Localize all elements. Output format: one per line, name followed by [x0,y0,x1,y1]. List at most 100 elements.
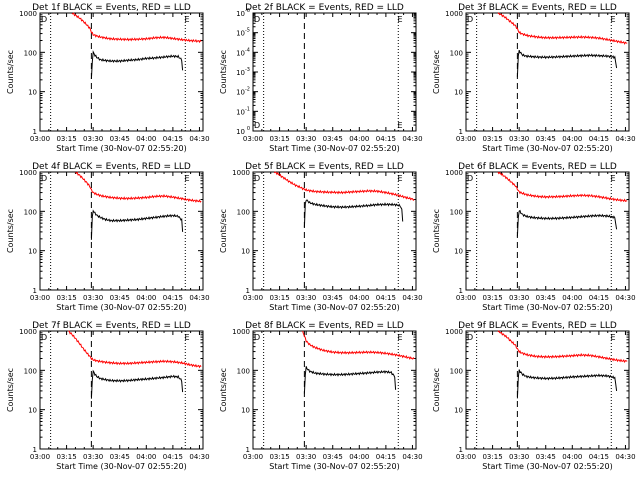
segment-marker-d: D [254,333,260,342]
x-tick-label: 04:15 [589,294,609,302]
plot-frame [39,12,204,132]
event-rate-line [90,50,184,80]
y-tick-label: 10 [28,407,37,415]
detector-panel-3: Det 3f BLACK = Events, RED = LLD Counts/s… [432,3,636,153]
segment-marker-d: D [254,174,260,183]
x-tick-label: 04:00 [562,294,582,302]
y-tick-label: 1000 [445,328,463,336]
panel-title: Det 5f BLACK = Events, RED = LLD [245,162,404,172]
x-tick-label: 03:30 [83,294,103,302]
x-tick-label: 04:30 [189,135,209,143]
y-axis-label: Counts/sec [6,50,15,94]
x-tick-label: 03:00 [456,453,476,461]
plot-frame [252,171,417,291]
y-tick-label: 100 [24,367,37,375]
y-tick-exponent: -5 [245,28,250,34]
event-rate-line [90,209,184,240]
x-tick-label: 03:00 [243,135,263,143]
y-tick-label: 100 [237,208,250,216]
x-tick-label: 03:00 [243,294,263,302]
segment-marker-d: D [467,174,473,183]
x-tick-label: 03:15 [269,294,289,302]
y-tick-label: 1000 [19,10,37,18]
y-axis-label: Counts/sec [6,368,15,412]
segment-marker-d: D [254,15,260,24]
detector-panel-5: Det 5f BLACK = Events, RED = LLD Counts/s… [219,162,423,312]
y-tick-label: 10 [241,407,250,415]
y-tick-label: 10 [28,89,37,97]
y-tick-label: 10 [236,89,245,97]
segment-marker-e: E [398,174,403,183]
x-tick-label: 03:45 [323,135,343,143]
x-tick-label: 04:15 [589,453,609,461]
x-tick-label: 03:15 [56,294,76,302]
segment-marker-d: D [41,174,47,183]
x-tick-label: 04:30 [402,453,422,461]
y-tick-label: 100 [24,49,37,57]
x-tick-label: 04:00 [562,453,582,461]
x-tick-label: 04:00 [136,135,156,143]
y-tick-label: 100 [450,49,463,57]
panel-title: Det 1f BLACK = Events, RED = LLD [32,3,191,13]
event-rate-line [516,209,618,237]
x-tick-label: 03:30 [509,453,529,461]
y-tick-label: 10 [236,108,245,116]
detector-panel-8: Det 8f BLACK = Events, RED = LLD Counts/s… [219,321,423,471]
x-axis-label: Start Time (30-Nov-07 02:55:20) [269,462,399,471]
x-tick-label: 03:15 [269,453,289,461]
x-tick-label: 03:45 [536,135,556,143]
segment-marker-d: D [41,15,47,24]
segment-marker-e: E [611,15,616,24]
x-axis-label: Start Time (30-Nov-07 02:55:20) [482,462,612,471]
y-tick-label: 1 [459,287,463,295]
y-tick-label: 1 [459,446,463,454]
plot-frame [39,330,204,450]
detector-panel-7: Det 7f BLACK = Events, RED = LLD Counts/s… [6,321,210,471]
plot-frame [465,12,630,132]
segment-marker-e: E [185,174,190,183]
y-tick-label: 100 [450,208,463,216]
plot-frame [465,171,630,291]
y-tick-label: 100 [24,208,37,216]
x-tick-label: 03:15 [482,135,502,143]
event-rate-line [303,366,397,394]
plot-frame [465,330,630,450]
segment-marker-e: E [185,15,190,24]
event-rate-line [516,369,618,399]
x-tick-label: 03:45 [536,453,556,461]
y-tick-exponent: -1 [245,106,250,112]
y-axis-label: Counts/sec [6,209,15,253]
x-tick-label: 03:45 [110,135,130,143]
x-tick-label: 04:00 [136,453,156,461]
event-rate-line [516,49,618,77]
panel-title: Det 2f BLACK = Events, RED = LLD [245,3,404,13]
lld-rate-line [497,171,628,203]
y-tick-label: 10 [236,69,245,77]
x-tick-label: 03:30 [296,135,316,143]
y-tick-label: 10 [236,128,245,136]
y-tick-label: 1000 [232,328,250,336]
lld-rate-line [75,171,202,203]
y-tick-label: 1 [33,287,37,295]
segment-marker-e: E [398,15,403,24]
x-tick-label: 03:30 [83,453,103,461]
lld-rate-line [497,330,628,364]
x-tick-label: 03:15 [56,453,76,461]
y-tick-exponent: -6 [245,8,250,14]
panel-title: Det 3f BLACK = Events, RED = LLD [458,3,617,13]
x-axis-label: Start Time (30-Nov-07 02:55:20) [482,303,612,312]
y-tick-label: 1 [33,128,37,136]
y-tick-label: 10 [454,407,463,415]
y-tick-label: 1000 [445,169,463,177]
segment-marker-d: D [467,15,473,24]
panel-title: Det 7f BLACK = Events, RED = LLD [32,321,191,331]
segment-marker-d: D [467,333,473,342]
x-tick-label: 04:30 [615,294,635,302]
detector-panel-4: Det 4f BLACK = Events, RED = LLD Counts/s… [6,162,210,312]
plot-frame [39,171,204,291]
panel-title: Det 6f BLACK = Events, RED = LLD [458,162,617,172]
y-axis-label: Counts/sec [219,368,228,412]
lld-rate-line [273,171,415,201]
lld-rate-line [302,330,415,360]
